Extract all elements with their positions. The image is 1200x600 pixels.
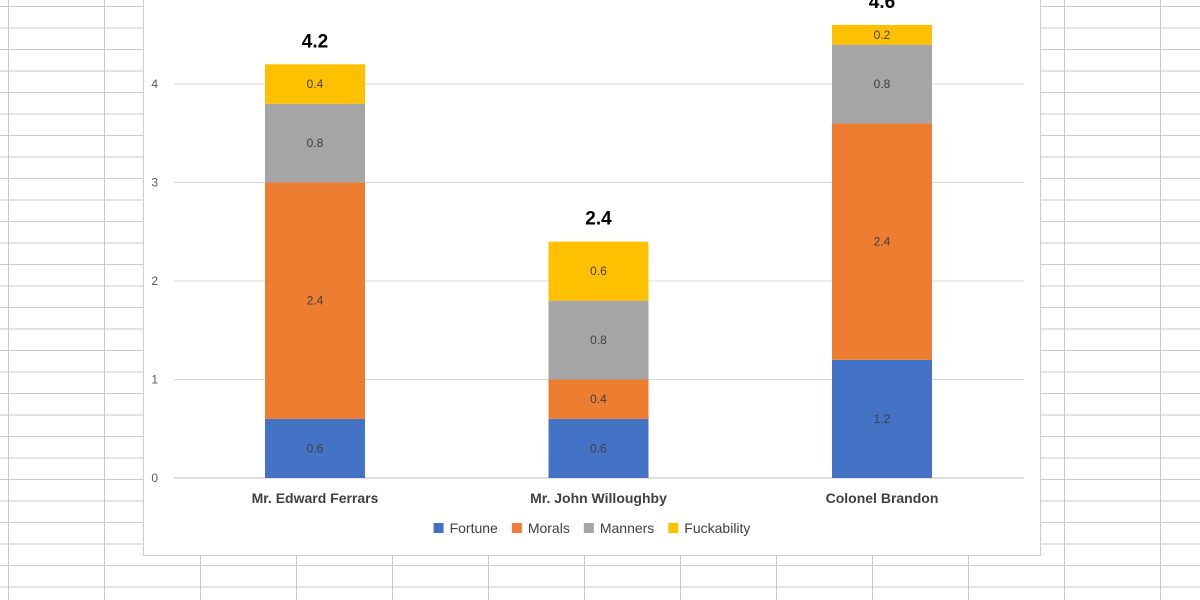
bar-segment-fuckability[interactable] [265, 64, 365, 104]
bar-segment-manners[interactable] [548, 300, 649, 380]
legend-swatch [433, 523, 444, 533]
bar-segment-fortune[interactable] [548, 418, 649, 478]
bar-segment-morals[interactable] [265, 182, 365, 419]
legend-label: Manners [600, 520, 654, 536]
segment-value-label: 0.4 [307, 77, 324, 91]
segment-value-label: 0.8 [874, 77, 891, 91]
bar-segment-morals[interactable] [548, 379, 649, 419]
x-category-label: Mr. John Willoughby [530, 490, 667, 506]
segment-value-label: 0.2 [874, 28, 891, 42]
axis-labels: 0 1 2 3 4 Mr. Edward Ferrars Mr. John Willough… [151, 77, 938, 506]
bar-segment-fortune[interactable] [832, 359, 932, 478]
bar-segment-fuckability[interactable] [548, 241, 649, 301]
segment-value-label: 0.6 [590, 441, 607, 455]
bar-segment-manners[interactable] [832, 44, 932, 124]
data-labels: 0.6 2.4 0.8 0.4 4.2 0.6 0.4 0.8 0.6 2.4 1.2 2.4 0.8 0… [302, 0, 895, 455]
stacked-bar-chart: 0.62.40.80.44.20.60.40.80.62.41.22.40.80… [151, 0, 1024, 536]
legend-swatch [668, 523, 679, 533]
legend-item-manners[interactable]: Manners [583, 520, 654, 536]
x-category-label: Colonel Brandon [826, 490, 939, 506]
bars [265, 24, 932, 478]
segment-value-label: 0.8 [307, 136, 324, 150]
y-tick-label: 4 [151, 77, 158, 91]
segment-value-label: 0.8 [590, 333, 607, 347]
bar-segment-fortune[interactable] [265, 418, 365, 478]
segment-value-label: 0.6 [590, 264, 607, 278]
legend-item-morals[interactable]: Morals [511, 520, 570, 536]
legend: Fortune Morals Manners Fuckability [433, 520, 750, 536]
legend-swatch [583, 523, 594, 533]
legend-label: Morals [528, 520, 570, 536]
bar-segment-morals[interactable] [832, 123, 932, 360]
chart-panel[interactable]: 0.6 2.4 0.8 0.4 4.2 0.6 0.4 0.8 0.6 2.4 1.2 2.4 0.8 0… [143, 0, 1041, 556]
segment-value-label: 2.4 [874, 235, 891, 249]
total-value-label: 4.2 [302, 31, 328, 52]
y-tick-label: 1 [151, 373, 158, 387]
legend-item-fortune[interactable]: Fortune [433, 520, 498, 536]
legend-swatch [511, 523, 522, 533]
legend-label: Fortune [450, 520, 498, 536]
y-tick-label: 3 [151, 176, 158, 190]
segment-value-label: 1.2 [874, 412, 891, 426]
y-tick-label: 2 [151, 274, 158, 288]
legend-label: Fuckability [684, 520, 750, 536]
bar-segment-manners[interactable] [265, 103, 365, 183]
segment-value-label: 0.4 [590, 392, 607, 406]
segment-value-label: 0.6 [307, 441, 324, 455]
total-value-label: 2.4 [585, 209, 612, 230]
x-category-label: Mr. Edward Ferrars [252, 490, 379, 506]
segment-value-label: 2.4 [307, 294, 324, 308]
bar-segment-fuckability[interactable] [832, 24, 932, 45]
y-tick-label: 0 [151, 471, 158, 485]
total-value-label: 4.6 [869, 0, 895, 13]
legend-item-fuckability[interactable]: Fuckability [668, 520, 750, 536]
